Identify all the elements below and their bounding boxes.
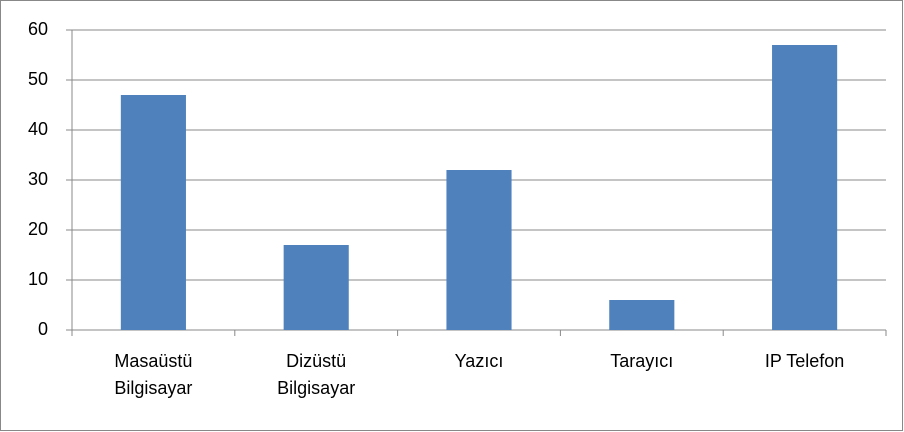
x-tick-label: Tarayıcı xyxy=(610,351,674,371)
bar xyxy=(446,170,512,330)
x-tick-label: Yazıcı xyxy=(454,351,504,371)
y-tick-label: 10 xyxy=(28,269,48,289)
y-tick-label: 20 xyxy=(28,219,48,239)
x-tick-label: Dizüstü Bilgisayar xyxy=(277,351,356,398)
y-tick-label: 50 xyxy=(28,69,48,89)
y-tick-label: 30 xyxy=(28,169,48,189)
y-tick-label: 60 xyxy=(28,19,48,39)
bar xyxy=(772,45,838,330)
bar xyxy=(283,245,349,330)
y-tick-label: 0 xyxy=(38,319,48,339)
bar xyxy=(120,95,186,330)
x-tick-label: Masaüstü Bilgisayar xyxy=(114,351,193,398)
y-tick-label: 40 xyxy=(28,119,48,139)
x-tick-label: IP Telefon xyxy=(764,351,845,371)
bar xyxy=(609,300,675,330)
